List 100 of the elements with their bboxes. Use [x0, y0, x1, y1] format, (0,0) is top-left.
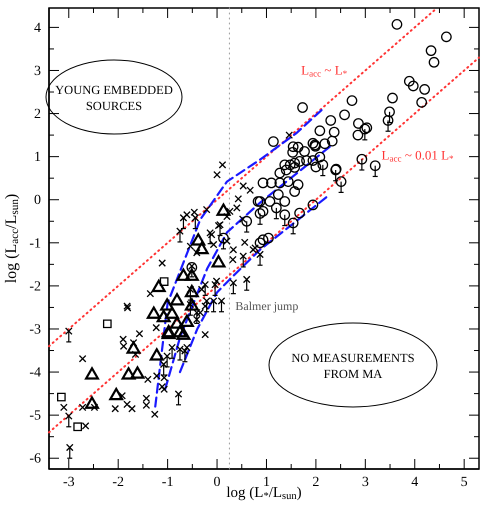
point	[111, 404, 120, 413]
point	[287, 146, 298, 158]
point	[241, 216, 252, 227]
point	[285, 131, 294, 139]
point	[160, 385, 168, 394]
y-tick-label: -4	[29, 366, 41, 381]
point	[352, 130, 364, 140]
point	[218, 161, 226, 169]
point	[339, 109, 350, 120]
point	[308, 155, 318, 166]
y-tick-label: -3	[29, 322, 41, 338]
point	[288, 141, 299, 152]
y-tick-label: -5	[29, 408, 41, 424]
point	[384, 106, 395, 118]
point	[120, 342, 128, 350]
point	[254, 208, 266, 219]
point	[308, 200, 318, 210]
point	[297, 102, 308, 113]
point	[240, 238, 249, 246]
point	[158, 259, 166, 267]
point	[299, 146, 310, 157]
point	[202, 206, 210, 214]
point	[387, 92, 398, 104]
point	[128, 404, 136, 413]
point	[142, 401, 150, 410]
y-tick-label: -1	[29, 236, 41, 252]
point	[123, 302, 131, 310]
point	[314, 125, 326, 136]
point	[136, 330, 144, 338]
point	[428, 56, 440, 68]
point	[64, 412, 73, 420]
point	[239, 252, 248, 260]
x-tick-label: 5	[460, 474, 468, 490]
point	[158, 382, 166, 391]
point	[192, 248, 201, 257]
y-tick-label: -6	[29, 452, 41, 467]
point	[404, 76, 415, 87]
point	[272, 189, 284, 200]
point	[249, 246, 257, 254]
point	[64, 327, 73, 335]
point	[229, 256, 237, 264]
point	[325, 115, 336, 126]
point	[152, 324, 160, 332]
point	[212, 277, 220, 285]
point	[284, 159, 296, 170]
x-tick-label: -1	[162, 474, 174, 490]
point	[102, 319, 112, 328]
point	[279, 159, 290, 170]
point	[163, 352, 171, 360]
point	[123, 400, 131, 408]
y-tick-label: 4	[34, 20, 41, 36]
point	[382, 115, 394, 126]
point	[264, 196, 276, 207]
point	[310, 162, 322, 172]
point	[174, 390, 182, 398]
point	[186, 262, 198, 273]
point	[201, 280, 210, 288]
point	[251, 244, 259, 252]
y-tick-label: 2	[34, 107, 41, 122]
point	[258, 206, 268, 217]
point	[314, 152, 326, 162]
point	[90, 404, 98, 412]
point	[266, 178, 277, 188]
ref-line-label: Balmer jump	[235, 298, 298, 313]
point	[258, 234, 268, 246]
point	[292, 179, 304, 190]
point	[270, 202, 282, 214]
point	[144, 376, 152, 384]
y-tick-label: 0	[34, 193, 41, 208]
point	[289, 162, 300, 173]
x-tick-label: -2	[112, 474, 124, 490]
annotation: YOUNG EMBEDDED SOURCES	[55, 83, 173, 113]
point	[180, 314, 194, 328]
series-label: L$_{acc}$ ~ L$_{*}$	[301, 62, 348, 78]
point	[180, 214, 188, 222]
point	[408, 80, 419, 92]
point	[326, 136, 338, 146]
point	[294, 208, 305, 218]
point	[292, 142, 304, 153]
point	[279, 196, 290, 207]
point	[353, 118, 364, 129]
point	[223, 212, 231, 220]
point	[230, 279, 238, 287]
point	[211, 280, 219, 288]
annotation: NO MEASUREMENTS FROM MA	[291, 351, 415, 381]
point	[146, 290, 154, 298]
point	[317, 159, 328, 170]
point	[186, 242, 194, 250]
point	[256, 250, 264, 258]
y-tick-label: -2	[29, 279, 41, 294]
y-tick-label: 3	[34, 64, 41, 79]
point	[416, 96, 428, 108]
x-tick-label: 4	[411, 474, 418, 490]
point	[124, 304, 132, 312]
point	[419, 84, 430, 95]
point	[191, 214, 200, 222]
point	[289, 158, 300, 168]
point	[150, 410, 159, 418]
point	[160, 360, 168, 368]
point	[274, 168, 286, 178]
